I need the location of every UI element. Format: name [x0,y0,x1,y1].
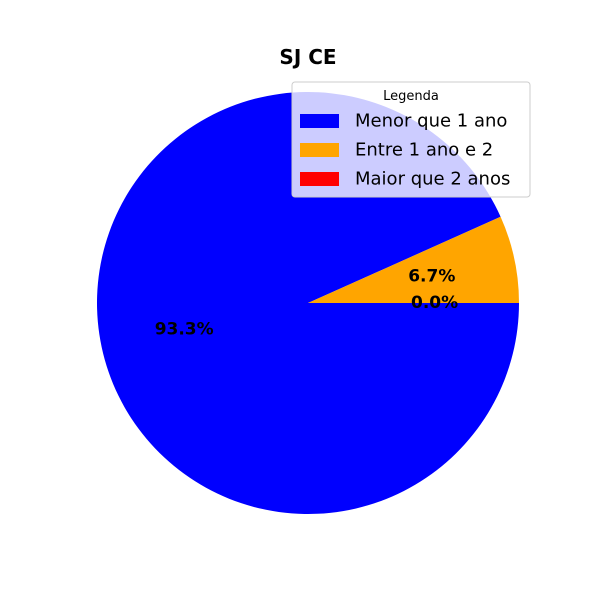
pie-slice-1 [96,92,519,515]
legend-label-1: Menor que 1 ano [355,111,507,132]
legend-swatch-1 [300,114,339,128]
legend-swatch-3 [300,172,339,186]
legend-label-3: Maior que 2 anos [355,169,510,190]
pie-percentage-labels: 93.3% 6.7% 0.0% [155,267,458,340]
pie-label-2: 6.7% [408,267,455,287]
legend-label-2: Entre 1 ano e 2 [355,140,493,161]
legend-items: Menor que 1 ano Entre 1 ano e 2 Maior que … [300,111,510,190]
legend: Legenda Menor que 1 ano Entre 1 ano e 2 Ma… [291,81,531,198]
legend-swatch-2 [300,143,339,157]
pie-slice-2 [308,216,519,303]
legend-title: Legenda [383,89,439,104]
legend-frame [291,81,531,198]
chart-title: SJ CE [279,45,336,69]
pie-slices [96,92,519,515]
pie-label-3: 0.0% [411,293,458,313]
pie-label-1: 93.3% [155,319,214,339]
